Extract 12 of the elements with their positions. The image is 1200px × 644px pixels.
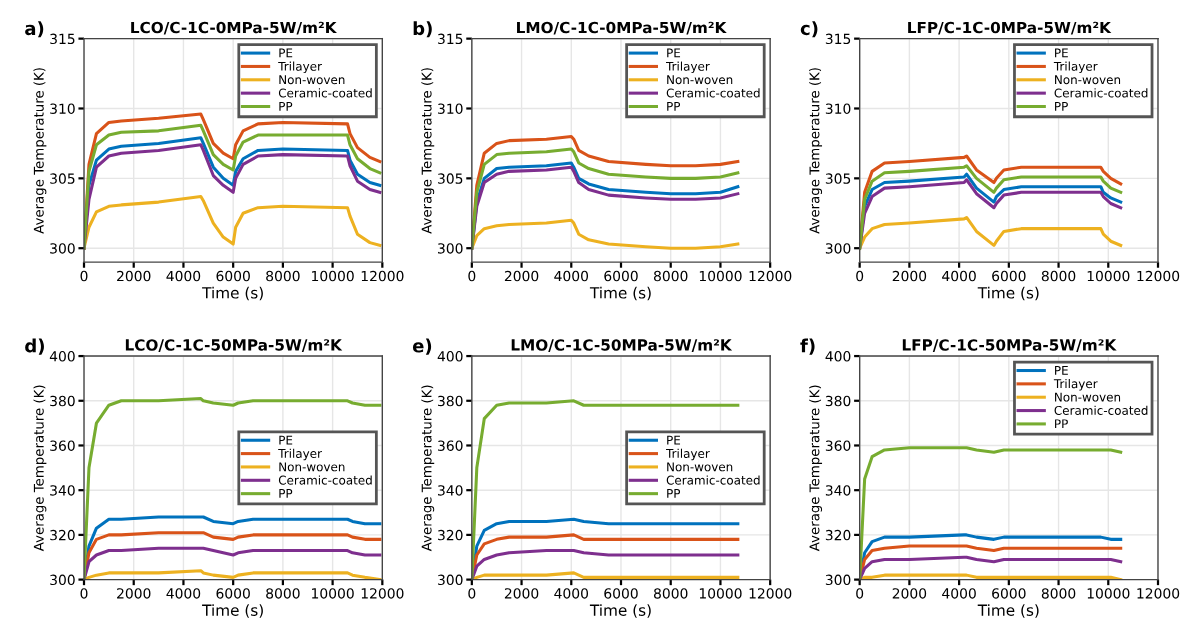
line-series <box>471 218 740 250</box>
line-series <box>859 215 1123 250</box>
text: d) <box>25 338 44 355</box>
text: e) <box>412 338 432 355</box>
line-series <box>84 194 382 250</box>
text: c) <box>800 21 818 38</box>
text: b) <box>413 21 432 38</box>
text: f) <box>800 338 815 355</box>
line-series <box>471 549 740 580</box>
line-series <box>859 446 1123 580</box>
text: a) <box>25 21 44 38</box>
line-series <box>859 555 1123 580</box>
